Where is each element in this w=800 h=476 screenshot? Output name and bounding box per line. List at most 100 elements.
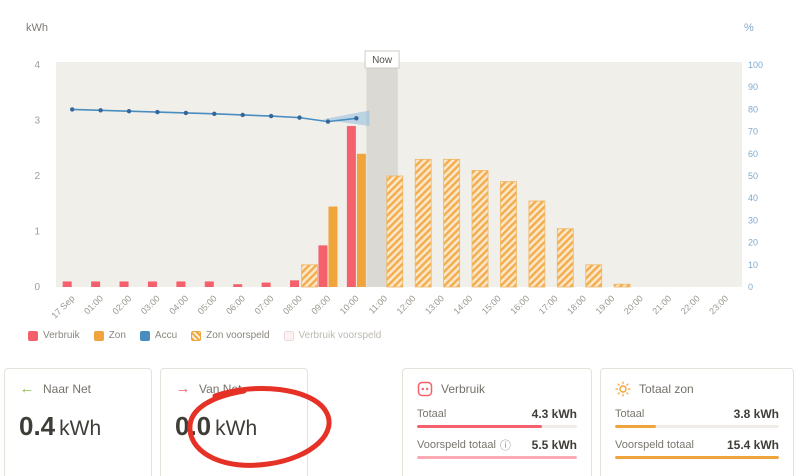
x-tick-label: 09:00	[309, 293, 332, 316]
bar-zon-voorspeld-18:00[interactable]	[585, 264, 603, 288]
bar-zon-voorspeld-16:00[interactable]	[528, 200, 546, 288]
accu-marker[interactable]	[354, 116, 359, 121]
card-header: → Van Net	[175, 381, 293, 397]
y-right-tick-label: 90	[748, 82, 758, 92]
bar-zon-voorspeld-14:00[interactable]	[471, 170, 489, 288]
accu-forecast-wedge	[322, 110, 370, 127]
sun-icon	[615, 381, 631, 397]
card-van-net[interactable]: → Van Net 0.0 kWh	[160, 368, 308, 476]
legend-item-zon[interactable]: Zon	[93, 330, 126, 341]
legend-item-verbruik[interactable]: Verbruik	[28, 330, 80, 341]
legend-swatch	[93, 330, 104, 341]
x-tick-label: 06:00	[224, 293, 247, 316]
x-tick-label: 23:00	[707, 293, 730, 316]
bar-verbruik-10:00[interactable]	[346, 126, 356, 287]
bar-verbruik-17 Sep[interactable]	[62, 281, 72, 287]
card-header: ← Naar Net	[19, 381, 137, 397]
x-tick-label: 22:00	[679, 293, 702, 316]
y-left-tick-label: 0	[34, 282, 40, 293]
bar-zon-voorspeld-19:00[interactable]	[613, 283, 631, 288]
x-tick-label: 18:00	[565, 293, 588, 316]
card-header: Totaal zon	[615, 381, 779, 397]
legend-item-verbruik-voorspeld[interactable]: Verbruik voorspeld	[283, 330, 381, 341]
bar-zon-voorspeld-15:00[interactable]	[500, 181, 517, 288]
bar-zon-voorspeld-11:00[interactable]	[386, 175, 404, 288]
accu-marker[interactable]	[98, 108, 103, 113]
accu-marker[interactable]	[183, 110, 189, 116]
y-right-tick-label: 50	[748, 171, 758, 181]
y-left-tick-label: 2	[34, 171, 40, 182]
x-tick-label: 03:00	[139, 293, 162, 316]
bar-zon-voorspeld-12:00[interactable]	[414, 158, 432, 288]
bar-verbruik-05:00[interactable]	[204, 281, 214, 287]
value-unit: kWh	[59, 417, 102, 440]
bar-verbruik-04:00[interactable]	[176, 281, 186, 287]
bar-verbruik-02:00[interactable]	[119, 281, 129, 287]
chart-canvas[interactable]: 17 Sep 01:00 02:00 03:00 04:00 05:00 06:00 07:0…	[0, 0, 800, 326]
card-row-voorspeld-totaal: Voorspeld totaal ⓘ 5.5 kWh	[417, 438, 577, 459]
bar-zon-voorspeld-17:00[interactable]	[556, 228, 574, 288]
accu-marker[interactable]	[126, 108, 132, 114]
bar-zon-voorspeld-08:00[interactable]	[301, 264, 318, 288]
card-header: Verbruik	[417, 381, 577, 397]
accu-marker[interactable]	[212, 111, 217, 117]
bar-verbruik-07:00[interactable]	[261, 282, 271, 287]
row-value: 5.5 kWh	[531, 438, 577, 452]
card-row-voorspeld-totaal: Voorspeld totaal 15.4 kWh	[615, 438, 779, 459]
card-naar-net[interactable]: ← Naar Net 0.4 kWh	[4, 368, 152, 476]
accu-marker[interactable]	[268, 113, 274, 119]
y-right-tick-label: 80	[748, 104, 758, 114]
bar-zon-voorspeld-13:00[interactable]	[443, 158, 461, 288]
bar-zon-09:00[interactable]	[328, 206, 338, 287]
x-tick-label: 11:00	[367, 293, 390, 316]
y-right-tick-label: 40	[748, 193, 758, 203]
x-tick-label: 02:00	[110, 293, 133, 316]
info-icon[interactable]: ⓘ	[499, 440, 511, 452]
x-tick-label: 14:00	[451, 293, 474, 316]
y-right-tick-label: 100	[748, 60, 763, 70]
bar-verbruik-06:00[interactable]	[233, 284, 243, 287]
card-value: 0.4 kWh	[19, 411, 137, 442]
bar-zon-10:00[interactable]	[356, 153, 366, 287]
plug-icon	[417, 381, 433, 397]
bar-verbruik-09:00[interactable]	[318, 245, 328, 287]
bar-verbruik-03:00[interactable]	[147, 281, 157, 287]
row-bar-fill	[417, 456, 577, 459]
accu-marker[interactable]	[297, 115, 302, 120]
x-tick-label: 17:00	[537, 293, 560, 316]
y-right-tick-label: 70	[748, 127, 758, 137]
arrow-right-icon: →	[175, 380, 191, 397]
y-left-tick-label: 1	[34, 227, 40, 238]
card-title: Naar Net	[43, 382, 92, 396]
accu-marker[interactable]	[325, 119, 331, 124]
y-left-tick-label: 4	[34, 60, 40, 71]
x-tick-label: 16:00	[508, 293, 531, 316]
summary-cards: ← Naar Net 0.4 kWh → Van Net 0.0 kWh	[0, 368, 800, 476]
row-label: Voorspeld totaal	[615, 439, 694, 451]
x-tick-label: 07:00	[253, 293, 276, 316]
bar-verbruik-01:00[interactable]	[91, 281, 101, 287]
legend-swatch	[139, 330, 150, 341]
row-bar-track	[615, 425, 779, 428]
bar-verbruik-08:00[interactable]	[290, 280, 300, 287]
legend-label: Verbruik	[43, 330, 80, 341]
legend-item-accu[interactable]: Accu	[139, 330, 178, 341]
y-right-tick-label: 0	[748, 282, 753, 292]
row-label: Voorspeld totaal ⓘ	[417, 439, 511, 452]
card-totaal-zon[interactable]: Totaal zon Totaal 3.8 kWh Voorspeld tota…	[600, 368, 794, 476]
legend-label: Accu	[154, 330, 178, 341]
legend-swatch	[283, 330, 294, 341]
accu-marker[interactable]	[240, 112, 245, 118]
card-verbruik[interactable]: Verbruik Totaal 4.3 kWh Voorspeld totaal…	[402, 368, 592, 476]
legend-item-zon-voorspeld[interactable]: Zon voorspeld	[191, 330, 270, 341]
accu-marker[interactable]	[70, 107, 75, 112]
y-right-tick-label: 20	[748, 238, 758, 248]
x-tick-label: 05:00	[196, 293, 219, 316]
row-bar-track	[417, 456, 577, 459]
card-value: 0.0 kWh	[175, 411, 293, 442]
accu-marker[interactable]	[155, 109, 160, 115]
value-number: 0.4	[19, 411, 56, 441]
row-bar-track	[417, 425, 577, 428]
chart-legend: Verbruik Zon Accu Zon voorspeld Verbruik voo…	[28, 330, 381, 341]
